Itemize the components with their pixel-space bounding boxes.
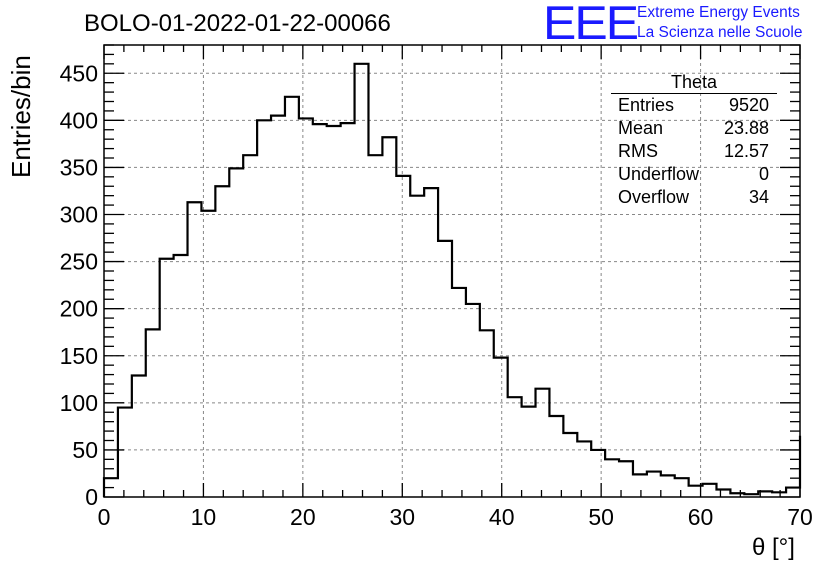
stats-row-underflow: Underflow 0 <box>611 163 777 186</box>
x-axis-label: θ [°] <box>752 534 795 561</box>
eee-logo: EEE <box>543 0 639 50</box>
y-tick-label: 450 <box>60 60 98 86</box>
plot-frame <box>103 44 801 498</box>
stats-box: Theta Entries 9520 Mean 23.88 RMS 12.57 … <box>611 72 777 209</box>
histogram-outline <box>102 62 802 497</box>
x-tick-label: 30 <box>389 504 415 530</box>
y-tick-label: 100 <box>60 390 98 416</box>
stats-value: 9520 <box>728 95 769 115</box>
x-tick-label: 50 <box>588 504 614 530</box>
stats-label: Mean <box>618 118 664 138</box>
x-tick-label: 40 <box>489 504 515 530</box>
y-tick-label: 0 <box>85 484 98 510</box>
x-tick-label: 20 <box>290 504 316 530</box>
stats-row-rms: RMS 12.57 <box>611 140 777 163</box>
chart-title: BOLO-01-2022-01-22-00066 <box>84 10 391 37</box>
stats-row-overflow: Overflow 34 <box>611 186 777 209</box>
x-tick-label: 0 <box>98 504 111 530</box>
y-tick-label: 400 <box>60 107 98 133</box>
x-tick-label: 60 <box>688 504 714 530</box>
x-tick-label: 10 <box>191 504 217 530</box>
x-tick-label: 70 <box>787 504 813 530</box>
stats-value: 23.88 <box>723 118 769 138</box>
logo-text-line2: La Scienza nelle Scuole <box>637 24 803 41</box>
y-tick-label: 200 <box>60 296 98 322</box>
stats-label: Entries <box>618 95 675 115</box>
stats-value: 34 <box>748 187 769 207</box>
stats-row-mean: Mean 23.88 <box>611 117 777 140</box>
y-tick-label: 50 <box>72 437 98 463</box>
stats-box-title: Theta <box>611 72 777 94</box>
axis-ticks <box>103 44 801 498</box>
y-tick-label: 150 <box>60 343 98 369</box>
logo-text-line1: Extreme Energy Events <box>637 4 800 21</box>
stats-row-entries: Entries 9520 <box>611 94 777 117</box>
stats-label: RMS <box>618 141 658 161</box>
y-axis-label: Entries/bin <box>6 55 36 178</box>
stats-value: 0 <box>758 164 769 184</box>
stats-label: Underflow <box>618 164 700 184</box>
stats-label: Overflow <box>618 187 690 207</box>
y-tick-label: 250 <box>60 249 98 275</box>
tick-labels: 0 10 20 30 40 50 60 70 0 50 100 150 200 250 300 350 400 4… <box>60 60 813 530</box>
stats-value: 12.57 <box>723 141 769 161</box>
y-tick-label: 300 <box>60 202 98 228</box>
y-tick-label: 350 <box>60 154 98 180</box>
